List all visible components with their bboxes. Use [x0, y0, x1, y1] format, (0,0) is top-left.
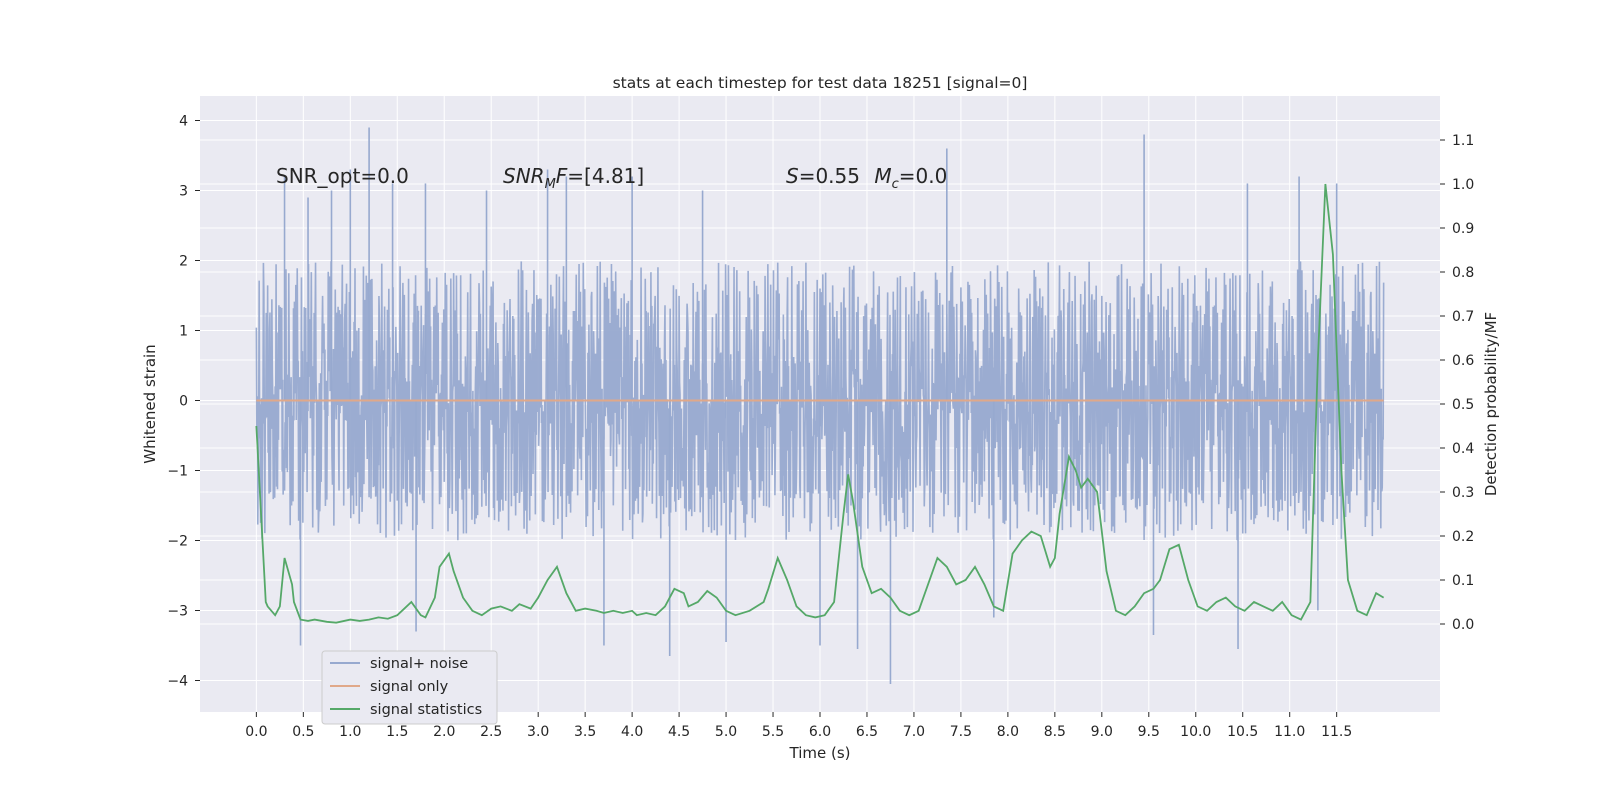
- y-axis-label-left: Whitened strain: [141, 344, 159, 463]
- legend: signal+ noise signal only signal statist…: [321, 650, 498, 725]
- y-axis-label-right: Detection probability/MF: [1482, 312, 1500, 496]
- y-tick-label-left: 4: [179, 114, 188, 130]
- x-tick-label: 4.0: [621, 724, 643, 740]
- y-tick-label-right: 0.5: [1452, 397, 1474, 413]
- y-tick-label-right: 0.4: [1452, 441, 1474, 457]
- x-tick-label: 8.0: [997, 724, 1019, 740]
- y-tick-label-right: 0.6: [1452, 353, 1474, 369]
- x-tick-label: 1.5: [386, 724, 408, 740]
- annotation-s-mc: S=0.55 Mc=0.0: [786, 164, 947, 192]
- x-tick-label: 11.5: [1321, 724, 1352, 740]
- x-tick-label: 7.0: [903, 724, 925, 740]
- x-tick-label: 10.0: [1180, 724, 1211, 740]
- x-tick-label: 7.5: [950, 724, 972, 740]
- annotation-snr-mf: SNRMF=[4.81]: [503, 164, 644, 192]
- signal-statistics-line: [255, 183, 1385, 624]
- x-axis-label: Time (s): [789, 744, 851, 762]
- y-tick-label-right: 0.1: [1452, 573, 1474, 589]
- y-tick-label-left: −4: [167, 674, 188, 690]
- y-tick-label-right: 0.3: [1452, 485, 1474, 501]
- x-tick-label: 1.0: [339, 724, 361, 740]
- y-tick-label-right: 0.8: [1452, 265, 1474, 281]
- x-tick-label: 0.0: [245, 724, 267, 740]
- y-tick-label-right: 0.9: [1452, 221, 1474, 237]
- legend-label-signal-noise: signal+ noise: [370, 656, 468, 672]
- y-tick-label-left: 3: [179, 184, 188, 200]
- y-tick-label-right: 1.0: [1452, 177, 1474, 193]
- x-tick-label: 5.5: [762, 724, 784, 740]
- x-tick-label: 5.0: [715, 724, 737, 740]
- x-tick-label: 0.5: [292, 724, 314, 740]
- x-tick-label: 4.5: [668, 724, 690, 740]
- x-tick-label: 9.5: [1138, 724, 1160, 740]
- y-tick-label-right: 0.0: [1452, 617, 1474, 633]
- y-tick-label-left: 2: [179, 254, 188, 270]
- y-tick-label-right: 1.1: [1452, 133, 1474, 149]
- x-tick-label: 2.0: [433, 724, 455, 740]
- series-signal-statistics: [255, 183, 1385, 624]
- y-tick-label-left: −2: [167, 534, 188, 550]
- legend-box: [321, 650, 498, 725]
- x-tick-label: 3.5: [574, 724, 596, 740]
- y-tick-label-right: 0.7: [1452, 309, 1474, 325]
- y-tick-label-left: −1: [167, 464, 188, 480]
- signal-noise-trace: [255, 261, 1385, 541]
- x-tick-label: 6.0: [809, 724, 831, 740]
- x-tick-label: 8.5: [1044, 724, 1066, 740]
- legend-label-signal-only: signal only: [370, 679, 449, 695]
- axis-ticks: 0.0 0.5 1.0 1.5 2.0 2.5 3.0 3.5 4.0 4.5 5.0 5.5 6.0 6…: [167, 114, 1474, 741]
- legend-label-signal-statistics: signal statistics: [370, 702, 482, 718]
- x-tick-label: 10.5: [1227, 724, 1258, 740]
- x-tick-label: 9.0: [1091, 724, 1113, 740]
- x-tick-label: 6.5: [856, 724, 878, 740]
- y-tick-label-left: 1: [179, 324, 188, 340]
- annotation-snr-opt: SNR_opt=0.0: [276, 164, 409, 188]
- chart-title: stats at each timestep for test data 182…: [613, 74, 1028, 92]
- y-tick-label-left: 0: [179, 394, 188, 410]
- y-tick-label-left: −3: [167, 604, 188, 620]
- x-tick-label: 2.5: [480, 724, 502, 740]
- x-tick-label: 3.0: [527, 724, 549, 740]
- x-tick-label: 11.0: [1274, 724, 1305, 740]
- y-tick-label-right: 0.2: [1452, 529, 1474, 545]
